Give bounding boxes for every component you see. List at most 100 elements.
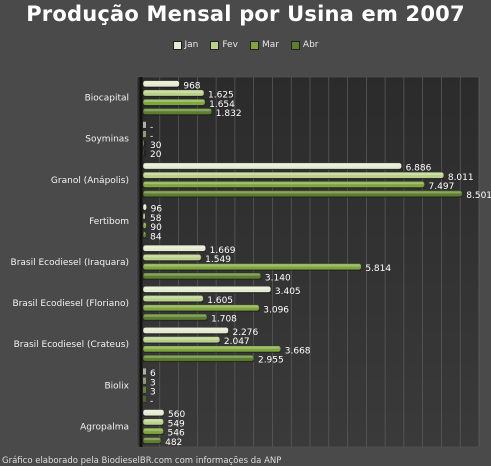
category-label: Soyminas xyxy=(85,135,129,145)
bar xyxy=(142,304,260,312)
bar xyxy=(142,254,202,261)
bar-highlight xyxy=(144,90,204,93)
legend-label: Mar xyxy=(261,40,279,50)
bar xyxy=(142,181,425,188)
bar-group: 560 xyxy=(142,409,185,420)
bar-highlight xyxy=(144,314,207,317)
bar xyxy=(142,263,362,270)
bar-highlight xyxy=(144,437,161,441)
data-label: 2.047 xyxy=(224,337,250,347)
data-label: 20 xyxy=(150,150,162,160)
bar xyxy=(142,212,146,220)
bar-group: 6.886 xyxy=(142,162,432,174)
bar-group: 8.501 xyxy=(142,190,491,201)
bar xyxy=(142,231,147,238)
bar-group: 2.047 xyxy=(142,336,250,347)
bar-highlight xyxy=(144,204,146,207)
legend-swatch xyxy=(249,40,259,50)
bar-group: 1.625 xyxy=(142,89,234,101)
bar xyxy=(142,427,164,435)
bar-group: 1.654 xyxy=(142,98,235,110)
legend-item-jan: Jan xyxy=(172,40,199,50)
data-label: 546 xyxy=(168,429,185,439)
bar-highlight xyxy=(144,273,260,276)
bar-group: - xyxy=(143,130,153,142)
legend-label: Jan xyxy=(184,40,199,50)
bar-highlight xyxy=(144,191,462,194)
bar-highlight xyxy=(144,410,164,413)
bar-group: 3.405 xyxy=(142,286,301,297)
data-label: 84 xyxy=(150,232,162,242)
data-label: - xyxy=(150,132,153,142)
data-label: 96 xyxy=(151,205,163,215)
bar-group: 546 xyxy=(142,427,185,439)
data-label: 1.605 xyxy=(207,296,233,306)
category-label: Agropalma xyxy=(80,422,129,432)
data-label: 1.832 xyxy=(216,109,242,119)
bar xyxy=(142,295,204,302)
bar-group: - xyxy=(143,121,153,132)
bar-group: 58 xyxy=(142,212,162,224)
legend-swatch xyxy=(172,40,182,50)
bar xyxy=(143,121,146,128)
data-label: 8.501 xyxy=(466,191,491,201)
bar xyxy=(142,418,164,426)
bar xyxy=(143,396,146,403)
bar-highlight xyxy=(144,109,211,112)
legend-swatch xyxy=(290,40,300,50)
data-label: 560 xyxy=(168,410,185,420)
bar-group: 30 xyxy=(142,139,162,151)
legend-item-mar: Mar xyxy=(249,40,279,50)
bar-group: 7.497 xyxy=(142,181,455,192)
bar xyxy=(142,345,281,353)
bar-group: 84 xyxy=(142,231,162,242)
footer-note: Gráfico elaborado pela BiodieselBR.com c… xyxy=(2,456,282,466)
data-label: 2.276 xyxy=(232,328,258,338)
data-label: 1.549 xyxy=(205,255,231,265)
bar-shadow xyxy=(143,141,146,148)
category-label: Brasil Ecodiesel (Floriano) xyxy=(12,299,129,309)
data-label: 968 xyxy=(183,81,200,91)
legend-swatch xyxy=(210,40,220,50)
bar xyxy=(142,244,206,252)
data-label: 3 xyxy=(150,388,156,398)
bar xyxy=(143,368,146,375)
data-label: 7.497 xyxy=(429,182,455,192)
bar-group: 1.832 xyxy=(142,108,242,119)
legend-item-abr: Abr xyxy=(290,40,319,50)
data-label: 3.096 xyxy=(263,305,289,315)
data-label: 90 xyxy=(150,223,162,233)
data-label: 5.814 xyxy=(365,264,391,274)
data-label: 6 xyxy=(150,369,156,379)
data-label: 3.668 xyxy=(285,346,311,356)
bar xyxy=(142,313,208,321)
bar-group: 3.668 xyxy=(142,345,311,356)
bar-group: 1.669 xyxy=(142,244,236,256)
data-label: 3.140 xyxy=(265,273,291,283)
bar-highlight xyxy=(144,428,163,431)
data-label: 549 xyxy=(168,419,185,429)
data-label: 30 xyxy=(150,141,162,151)
bar-group: 20 xyxy=(142,149,162,160)
bar xyxy=(142,354,255,362)
bar xyxy=(142,409,165,416)
data-label: 3 xyxy=(150,378,156,388)
data-label: - xyxy=(150,122,153,132)
bar-highlight xyxy=(144,328,228,331)
bar-highlight xyxy=(144,99,205,103)
plot-background xyxy=(136,76,480,448)
bar-highlight xyxy=(144,182,424,185)
bar xyxy=(142,327,229,334)
chart-legend: Jan Fev Mar Abr xyxy=(0,40,491,50)
bar-highlight xyxy=(144,305,259,308)
bar xyxy=(142,222,147,229)
data-label: 8.011 xyxy=(448,173,474,183)
bar-group: 96 xyxy=(142,203,163,215)
bar xyxy=(142,108,213,115)
bar-highlight xyxy=(144,245,205,249)
bar xyxy=(142,149,144,156)
bar-highlight xyxy=(144,355,253,358)
bar-highlight xyxy=(144,81,179,84)
bar-highlight xyxy=(144,287,270,290)
